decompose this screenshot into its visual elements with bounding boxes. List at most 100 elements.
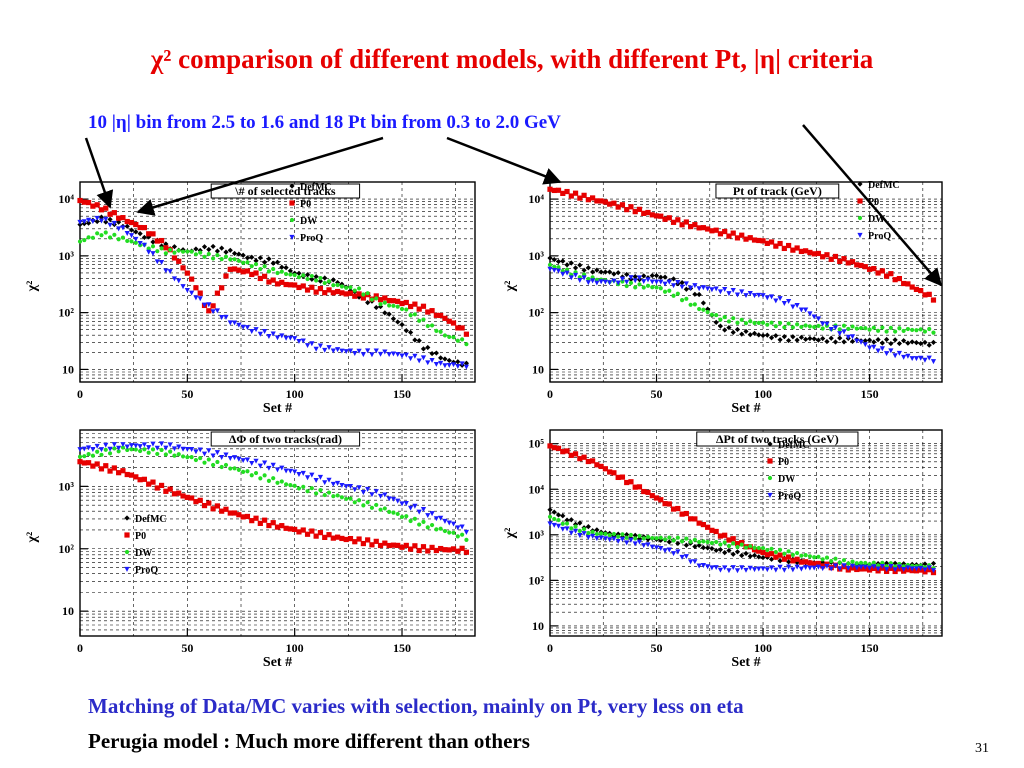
data-point (683, 554, 689, 560)
x-tick-label: 0 (77, 641, 83, 655)
data-point (103, 463, 109, 469)
data-point (124, 223, 130, 229)
data-point (922, 329, 928, 334)
data-point (369, 505, 375, 510)
data-point (279, 465, 285, 471)
data-point (455, 325, 461, 331)
data-point (167, 269, 173, 275)
data-point (228, 466, 233, 471)
data-point (163, 488, 169, 494)
data-point (176, 444, 182, 450)
data-point (701, 307, 706, 312)
data-point (931, 330, 936, 335)
data-point (459, 545, 465, 551)
data-point (111, 210, 117, 216)
data-point (572, 451, 579, 457)
data-point (815, 560, 822, 567)
data-point (326, 279, 332, 284)
data-point (459, 325, 465, 331)
data-point (658, 535, 663, 540)
data-point (786, 321, 791, 326)
data-point (296, 338, 302, 344)
data-point (888, 340, 894, 347)
data-point (399, 544, 405, 550)
data-point (447, 530, 452, 535)
data-point (215, 459, 220, 465)
data-point (790, 552, 795, 557)
data-point (927, 326, 932, 332)
data-point (124, 218, 130, 225)
data-point (274, 335, 281, 341)
data-point (292, 483, 297, 488)
data-point (150, 251, 156, 257)
data-point (734, 568, 741, 574)
data-point (240, 458, 246, 464)
data-point (262, 473, 267, 478)
data-point (722, 315, 727, 320)
data-point (871, 344, 877, 350)
data-point (718, 317, 723, 322)
data-point (412, 337, 418, 343)
data-point (697, 306, 702, 312)
data-point (764, 240, 770, 246)
data-point (356, 291, 362, 297)
data-point (577, 456, 583, 462)
data-point (820, 326, 825, 331)
data-point (451, 335, 456, 340)
data-point (103, 230, 108, 235)
data-point (171, 491, 178, 497)
data-point (158, 237, 165, 244)
data-point (841, 329, 847, 335)
data-point (552, 516, 557, 522)
chart-panel-pt-of-track: 0 50 100 150 10 10² 10³ 10⁴ Set # χ² Pt of track (… (503, 180, 943, 416)
data-point (288, 483, 293, 488)
legend-marker-proq (124, 566, 130, 572)
data-point (386, 496, 392, 502)
data-point (658, 497, 664, 503)
x-tick-label: 50 (181, 387, 193, 401)
data-point (607, 537, 613, 543)
data-point (257, 275, 263, 282)
data-point (653, 545, 660, 551)
data-point (747, 565, 753, 571)
data-point (768, 239, 775, 245)
arrow-to-eta-panel-1 (84, 137, 114, 209)
data-point (832, 563, 839, 569)
data-point (670, 506, 677, 512)
data-point (171, 276, 178, 282)
data-point (158, 441, 165, 447)
data-point (832, 325, 839, 331)
data-point (730, 536, 736, 542)
data-point (768, 565, 775, 571)
data-point (556, 517, 561, 523)
data-point (420, 303, 427, 309)
data-point (709, 312, 714, 317)
data-point (880, 560, 885, 565)
data-point (705, 286, 711, 292)
data-point (189, 447, 195, 452)
data-point (317, 474, 324, 480)
data-point (803, 559, 809, 565)
data-point (227, 247, 233, 253)
y-axis-title: χ² (25, 281, 40, 293)
data-point (107, 451, 113, 456)
data-point (926, 355, 932, 361)
data-point (849, 563, 856, 569)
slide-subtitle: 10 |η| bin from 2.5 to 1.6 and 18 Pt bin… (88, 112, 561, 133)
data-point (403, 542, 409, 549)
data-point (214, 503, 220, 509)
data-point (632, 278, 638, 284)
data-point (425, 513, 431, 519)
legend: DefMC P0 DW ProQ (124, 514, 167, 576)
data-point (133, 229, 139, 235)
data-point (918, 327, 923, 332)
data-point (116, 445, 122, 451)
data-point (395, 511, 400, 517)
data-point (163, 268, 169, 274)
data-point (786, 549, 791, 554)
data-point (210, 506, 216, 512)
data-point (555, 187, 562, 193)
data-point (360, 352, 366, 358)
data-point (266, 269, 271, 274)
